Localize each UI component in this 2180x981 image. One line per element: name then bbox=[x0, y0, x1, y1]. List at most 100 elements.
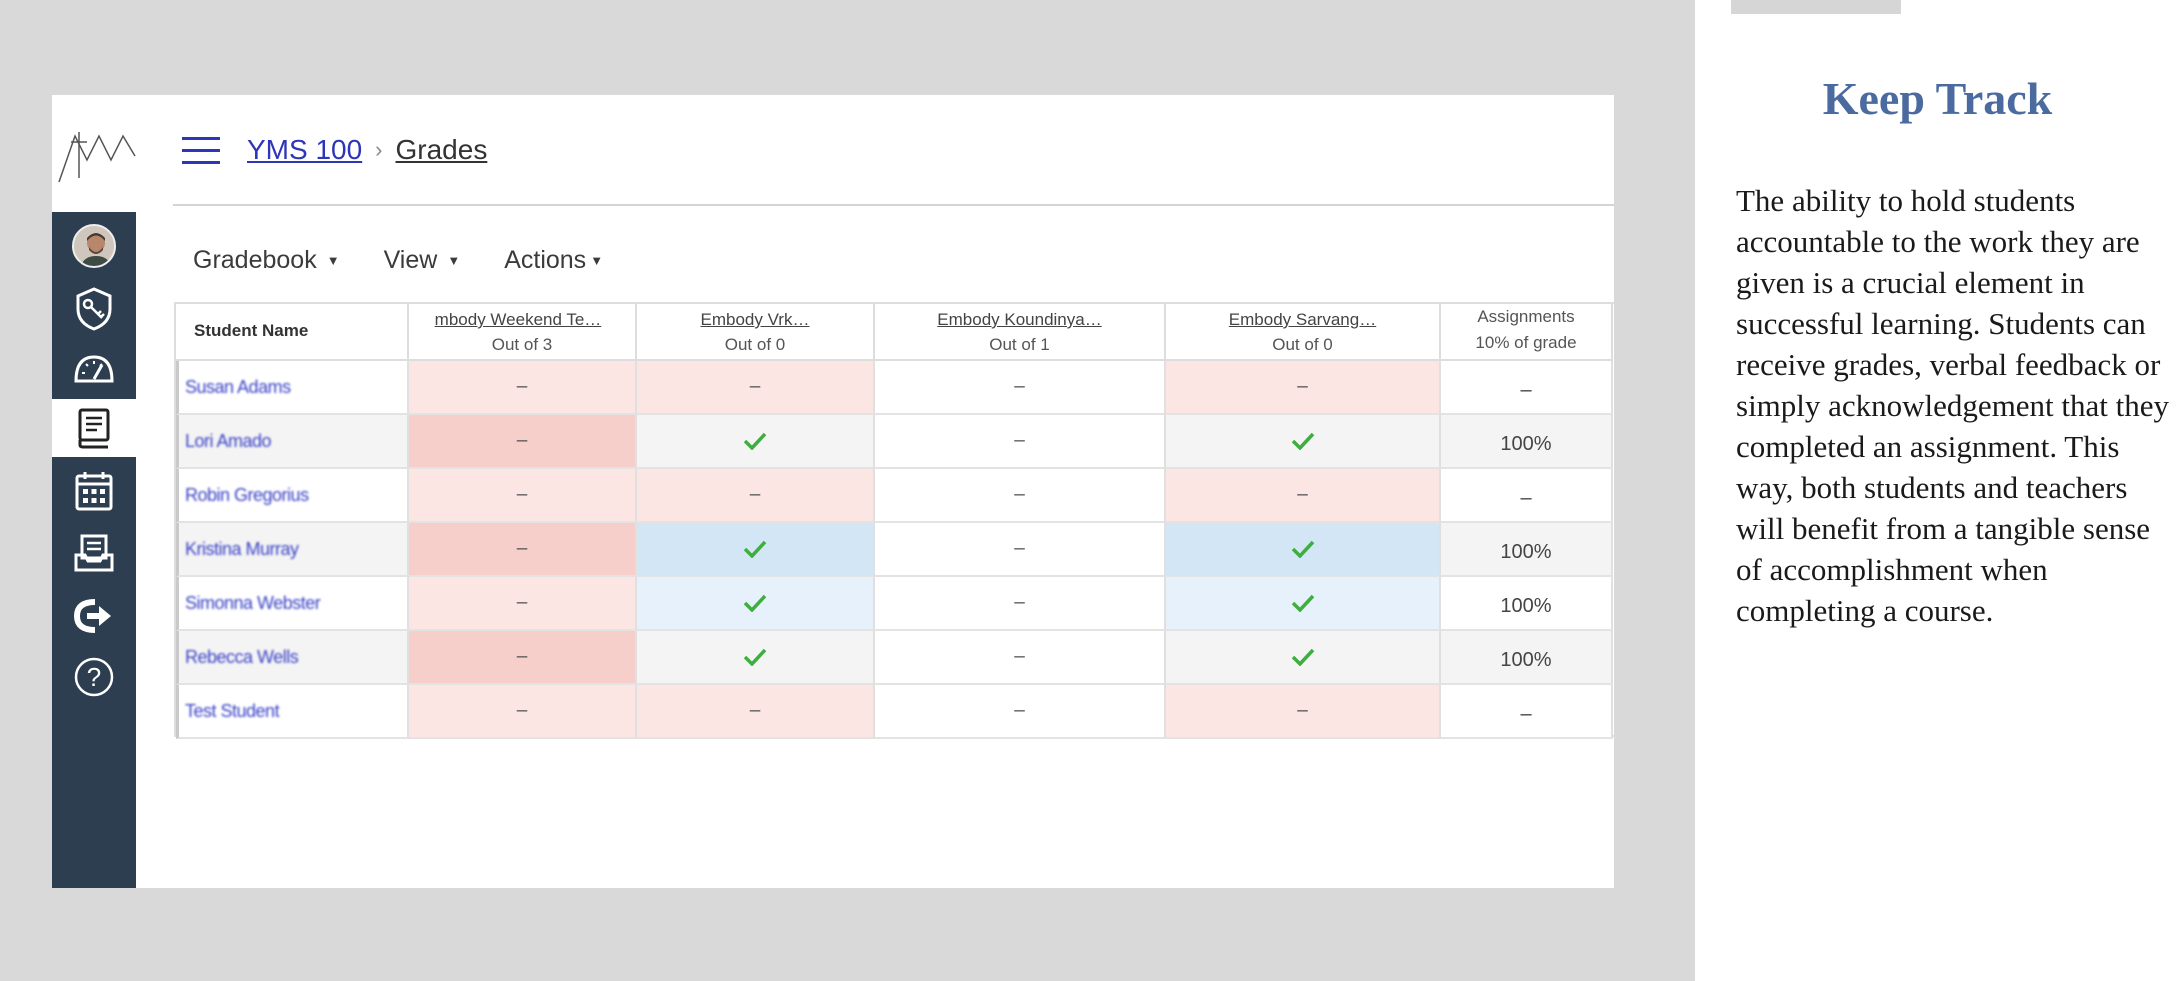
column-title-link[interactable]: Embody Vrk… bbox=[700, 310, 810, 329]
grade-value: – bbox=[1014, 430, 1025, 451]
student-name-link[interactable]: Susan Adams bbox=[185, 376, 291, 397]
grades-book-icon[interactable] bbox=[52, 399, 136, 457]
hamburger-menu-icon[interactable] bbox=[182, 137, 220, 165]
grade-cell[interactable]: – bbox=[409, 523, 637, 577]
assignments-total-cell[interactable]: 100% bbox=[1441, 631, 1613, 685]
student-name-header[interactable]: Student Name bbox=[176, 304, 409, 361]
actions-menu-label: Actions bbox=[504, 245, 587, 274]
student-name-cell[interactable]: Simonna Webster bbox=[176, 577, 409, 631]
column-points: Out of 0 bbox=[724, 335, 786, 354]
grade-cell[interactable]: – bbox=[409, 469, 637, 523]
checkmark-icon bbox=[743, 432, 767, 450]
grade-cell[interactable] bbox=[1166, 523, 1441, 577]
student-name-link[interactable]: Rebecca Wells bbox=[185, 646, 299, 667]
assignments-total-cell[interactable]: – bbox=[1441, 361, 1613, 415]
student-name-cell[interactable]: Test Student bbox=[176, 685, 409, 739]
assignments-total-cell[interactable]: – bbox=[1441, 469, 1613, 523]
grade-cell[interactable]: – bbox=[637, 685, 875, 739]
grade-cell[interactable]: – bbox=[1166, 685, 1441, 739]
grade-value: – bbox=[1014, 592, 1025, 613]
actions-menu[interactable]: Actions ▼ bbox=[504, 246, 603, 275]
grade-cell[interactable]: – bbox=[875, 523, 1166, 577]
column-header[interactable]: Embody Sarvang… Out of 0 bbox=[1166, 304, 1441, 361]
column-title-link[interactable]: Embody Sarvang… bbox=[1228, 310, 1377, 329]
student-name-link[interactable]: Simonna Webster bbox=[185, 592, 321, 613]
grade-cell[interactable] bbox=[637, 415, 875, 469]
description-panel: Keep Track The ability to hold students … bbox=[1695, 0, 2180, 981]
grade-cell[interactable]: – bbox=[875, 361, 1166, 415]
grade-cell[interactable]: – bbox=[637, 361, 875, 415]
student-name-cell[interactable]: Lori Amado bbox=[176, 415, 409, 469]
calendar-icon[interactable] bbox=[52, 462, 136, 520]
grade-cell[interactable] bbox=[1166, 577, 1441, 631]
grade-cell[interactable] bbox=[637, 523, 875, 577]
grade-cell[interactable]: – bbox=[1166, 469, 1441, 523]
assignments-total-value: 100% bbox=[1500, 540, 1552, 563]
left-nav-rail: ? bbox=[52, 212, 136, 888]
assignments-total-cell[interactable]: 100% bbox=[1441, 523, 1613, 577]
grade-value: – bbox=[1014, 376, 1025, 397]
student-name-cell[interactable]: Susan Adams bbox=[176, 361, 409, 415]
speedometer-icon[interactable] bbox=[52, 339, 136, 397]
column-points: Out of 3 bbox=[491, 335, 553, 354]
student-name-cell[interactable]: Robin Gregorius bbox=[176, 469, 409, 523]
grade-value: – bbox=[1297, 376, 1308, 397]
grade-cell[interactable]: – bbox=[875, 577, 1166, 631]
key-badge-icon[interactable] bbox=[52, 280, 136, 338]
student-name-cell[interactable]: Rebecca Wells bbox=[176, 631, 409, 685]
grade-value: – bbox=[749, 700, 761, 721]
assignments-total-cell[interactable]: – bbox=[1441, 685, 1613, 739]
decorative-bar bbox=[1731, 0, 1901, 14]
grade-cell[interactable] bbox=[1166, 415, 1441, 469]
grade-cell[interactable]: – bbox=[409, 631, 637, 685]
student-name-link[interactable]: Kristina Murray bbox=[185, 538, 299, 559]
grade-cell[interactable]: – bbox=[875, 469, 1166, 523]
student-name-cell[interactable]: Kristina Murray bbox=[176, 523, 409, 577]
column-header[interactable]: Embody Vrk… Out of 0 bbox=[637, 304, 875, 361]
assignments-total-cell[interactable]: 100% bbox=[1441, 415, 1613, 469]
breadcrumb-grades-link[interactable]: Grades bbox=[395, 134, 488, 165]
assignments-total-value: – bbox=[1520, 486, 1532, 509]
student-name-header-label: Student Name bbox=[194, 321, 309, 340]
grade-cell[interactable]: – bbox=[875, 685, 1166, 739]
assignments-total-value: 100% bbox=[1500, 594, 1552, 617]
grade-cell[interactable]: – bbox=[409, 361, 637, 415]
checkmark-icon bbox=[1291, 432, 1315, 450]
assignments-total-cell[interactable]: 100% bbox=[1441, 577, 1613, 631]
grade-cell[interactable]: – bbox=[1166, 361, 1441, 415]
grade-cell[interactable]: – bbox=[637, 469, 875, 523]
assignments-group-header[interactable]: Assignments 10% of grade bbox=[1441, 304, 1613, 361]
grade-value: – bbox=[516, 646, 528, 667]
grade-cell[interactable]: – bbox=[875, 631, 1166, 685]
grade-cell[interactable]: – bbox=[875, 415, 1166, 469]
grade-value: – bbox=[749, 484, 761, 505]
caret-down-icon: ▼ bbox=[590, 252, 604, 268]
grade-cell[interactable] bbox=[637, 631, 875, 685]
column-title-link[interactable]: mbody Weekend Te… bbox=[434, 310, 602, 329]
nav-avatar[interactable] bbox=[52, 217, 136, 275]
gradebook-menu[interactable]: Gradebook ▼ bbox=[193, 246, 340, 275]
breadcrumb: YMS 100 › Grades bbox=[247, 134, 487, 166]
breadcrumb-course-link[interactable]: YMS 100 bbox=[247, 134, 363, 165]
grade-value: – bbox=[1014, 700, 1025, 721]
student-name-link[interactable]: Test Student bbox=[185, 700, 280, 721]
grade-cell[interactable] bbox=[637, 577, 875, 631]
assignments-group-weight: 10% of grade bbox=[1475, 333, 1577, 352]
grade-cell[interactable]: – bbox=[409, 685, 637, 739]
inbox-tray-icon[interactable] bbox=[52, 524, 136, 582]
student-name-link[interactable]: Lori Amado bbox=[185, 430, 272, 451]
grade-cell[interactable] bbox=[1166, 631, 1441, 685]
column-header[interactable]: Embody Koundinya… Out of 1 bbox=[875, 304, 1166, 361]
grade-value: – bbox=[1014, 484, 1025, 505]
column-title-link[interactable]: Embody Koundinya… bbox=[937, 310, 1102, 329]
grade-cell[interactable]: – bbox=[409, 415, 637, 469]
help-icon[interactable]: ? bbox=[52, 648, 136, 706]
grade-value: – bbox=[516, 430, 528, 451]
logout-icon[interactable] bbox=[52, 587, 136, 645]
view-menu[interactable]: View ▼ bbox=[384, 246, 461, 275]
grade-cell[interactable]: – bbox=[409, 577, 637, 631]
avatar[interactable] bbox=[72, 224, 116, 268]
student-name-link[interactable]: Robin Gregorius bbox=[185, 484, 309, 505]
column-header[interactable]: mbody Weekend Te… Out of 3 bbox=[409, 304, 637, 361]
view-menu-label: View bbox=[383, 245, 438, 274]
